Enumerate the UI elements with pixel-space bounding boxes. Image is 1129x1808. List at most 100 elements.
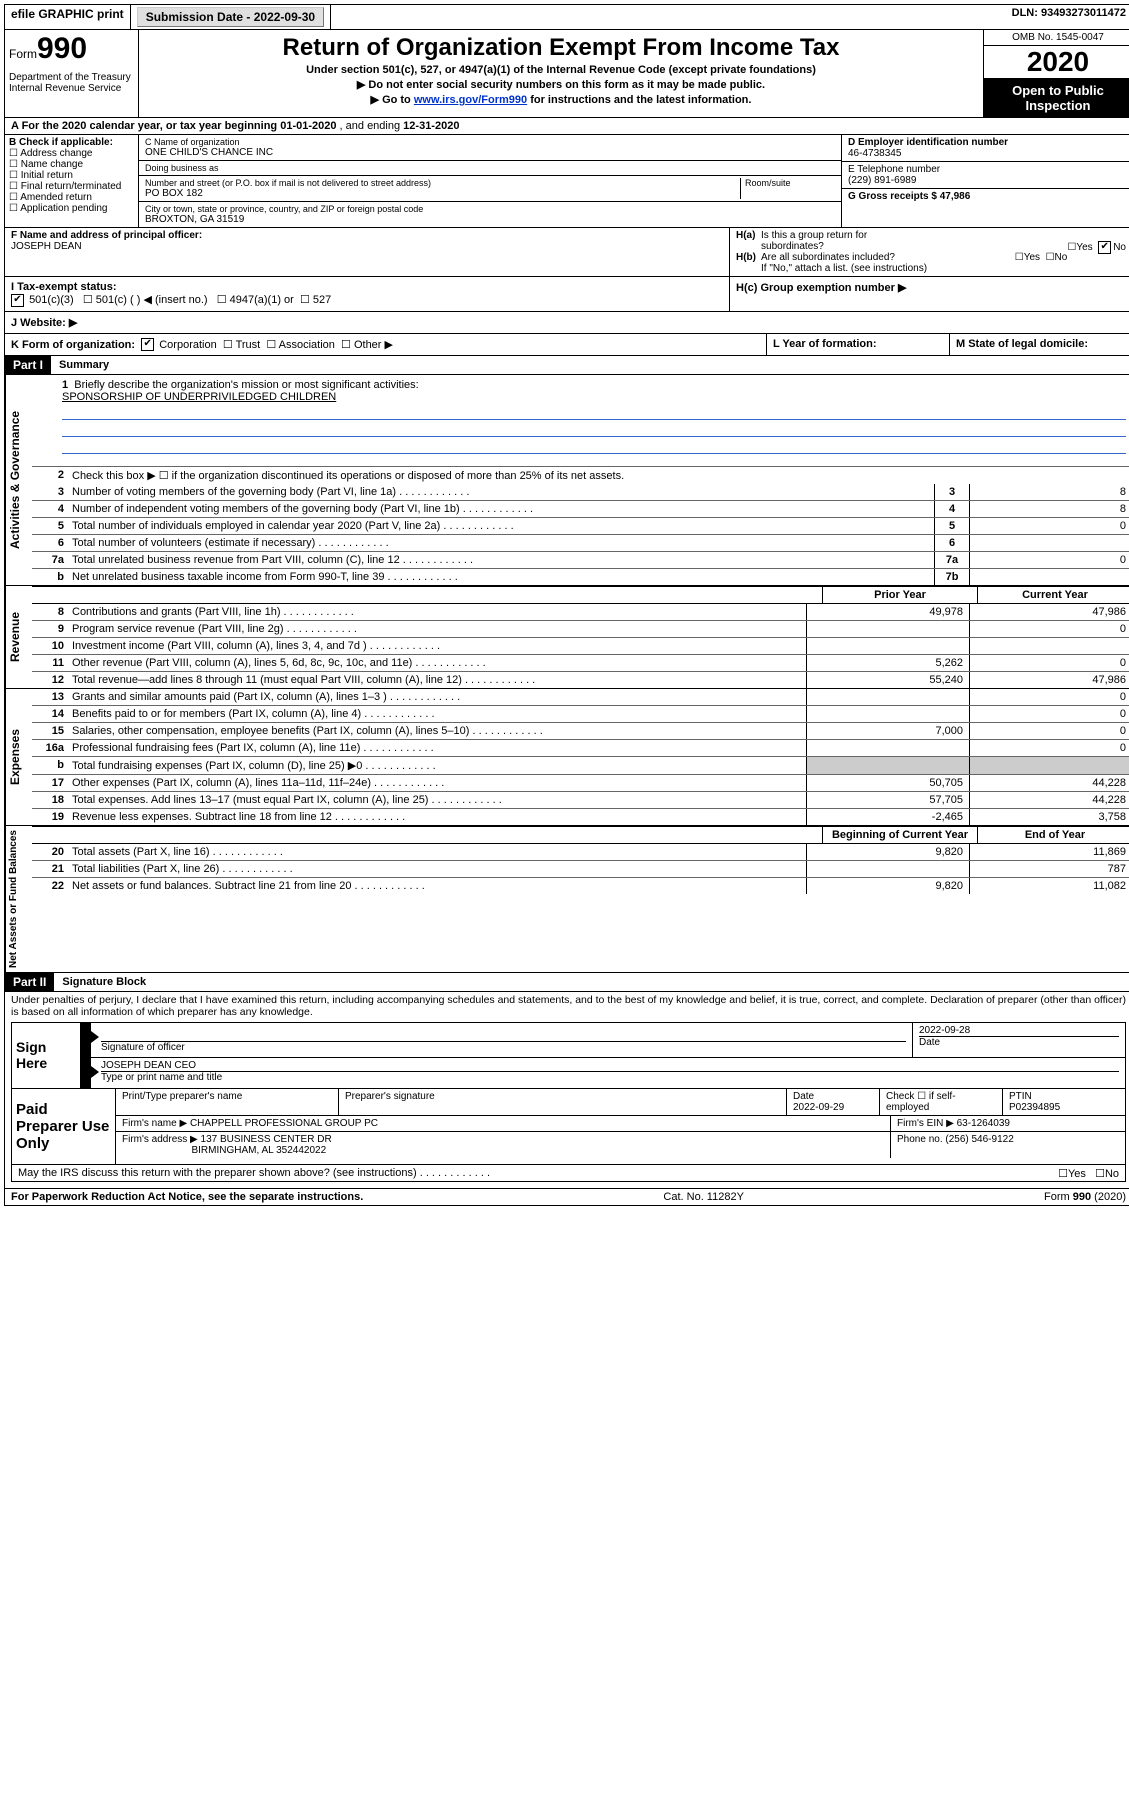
info-grid: B Check if applicable: ☐ Address change … [5,134,1129,227]
check-name[interactable]: ☐ Name change [9,159,134,170]
net-section: Net Assets or Fund Balances Beginning of… [5,825,1129,972]
ha-no-checkbox[interactable] [1098,241,1111,254]
check-final[interactable]: ☐ Final return/terminated [9,181,134,192]
line-item: 6 Total number of volunteers (estimate i… [32,534,1129,551]
open-public-badge: Open to Public Inspection [984,79,1129,117]
line-item: 4 Number of independent voting members o… [32,500,1129,517]
addr-label: Number and street (or P.O. box if mail i… [145,178,736,188]
paid-preparer-table: Paid Preparer Use Only Print/Type prepar… [11,1089,1126,1165]
501c3-checkbox[interactable] [11,294,24,307]
dept-label: Department of the Treasury Internal Reve… [9,72,134,94]
ein-label: D Employer identification number [848,137,1008,148]
sig-officer-label: Signature of officer [101,1042,185,1053]
begin-year-header: Beginning of Current Year [822,827,977,844]
check-initial[interactable]: ☐ Initial return [9,170,134,181]
header-row: Form990 Department of the Treasury Inter… [5,30,1129,117]
form-label-box: Form990 Department of the Treasury Inter… [5,30,139,117]
footer-left: For Paperwork Reduction Act Notice, see … [11,1191,363,1203]
hb-row: H(b) Are all subordinates included? ☐Yes… [736,252,1126,274]
check-address[interactable]: ☐ Address change [9,148,134,159]
line-item: 14 Benefits paid to or for members (Part… [32,705,1129,722]
footer-row: For Paperwork Reduction Act Notice, see … [5,1188,1129,1205]
room-label: Room/suite [745,178,835,188]
line-item: 17 Other expenses (Part IX, column (A), … [32,774,1129,791]
line-item: 19 Revenue less expenses. Subtract line … [32,808,1129,825]
line-item: 15 Salaries, other compensation, employe… [32,722,1129,739]
instructions-link[interactable]: www.irs.gov/Form990 [414,94,527,106]
dln-label: DLN: 93493273011472 [1006,5,1129,29]
end-year-header: End of Year [977,827,1129,844]
footer-mid: Cat. No. 11282Y [663,1191,744,1203]
footer-right: Form 990 (2020) [1044,1191,1126,1203]
sig-date: 2022-09-28 [919,1025,970,1036]
phone-value: (229) 891-6989 [848,175,916,186]
tax-year: 2020 [984,46,1129,79]
line-item: 3 Number of voting members of the govern… [32,484,1129,500]
omb-number: OMB No. 1545-0047 [984,30,1129,46]
dba-label: Doing business as [145,163,835,173]
line-item: 11 Other revenue (Part VIII, column (A),… [32,654,1129,671]
part2-header: Part II Signature Block [5,972,1129,991]
check-amended[interactable]: ☐ Amended return [9,192,134,203]
officer-name: JOSEPH DEAN [11,241,82,252]
line-item: 20 Total assets (Part X, line 16) 9,820 … [32,844,1129,860]
exp-section: Expenses 13 Grants and similar amounts p… [5,688,1129,825]
efile-label: efile GRAPHIC print [5,5,131,29]
form-title: Return of Organization Exempt From Incom… [147,34,975,62]
mission-block: 1 Briefly describe the organization's mi… [32,375,1129,466]
line-item: 22 Net assets or fund balances. Subtract… [32,877,1129,894]
col-b: B Check if applicable: ☐ Address change … [5,135,139,227]
line-item: 21 Total liabilities (Part X, line 26) 7… [32,860,1129,877]
prior-year-header: Prior Year [822,587,977,604]
title-box: Return of Organization Exempt From Incom… [139,30,983,117]
firm-addr2: BIRMINGHAM, AL 352442022 [191,1145,326,1156]
note-ssn: ▶ Do not enter social security numbers o… [147,78,975,91]
submission-cell: Submission Date - 2022-09-30 [131,5,331,29]
gross-receipts: 47,986 [940,191,971,202]
gov-section: Activities & Governance 1 Briefly descri… [5,374,1129,585]
city-label: City or town, state or province, country… [145,204,835,214]
line-item: b Total fundraising expenses (Part IX, c… [32,756,1129,774]
org-name-label: C Name of organization [145,137,835,147]
line-item: 7a Total unrelated business revenue from… [32,551,1129,568]
topbar: efile GRAPHIC print Submission Date - 20… [4,4,1129,30]
sig-arrow-icon [81,1058,91,1088]
k-row: K Form of organization: Corporation ☐ Tr… [5,333,1129,356]
ha-row: H(a) Is this a group return for subordin… [736,230,1126,252]
officer-label: F Name and address of principal officer: [11,230,202,241]
ein-value: 46-4738345 [848,148,901,159]
net-tab: Net Assets or Fund Balances [5,826,32,972]
col-c: C Name of organization ONE CHILD'S CHANC… [139,135,841,227]
sig-section: Under penalties of perjury, I declare th… [5,991,1129,1188]
form-frame: Form990 Department of the Treasury Inter… [4,30,1129,1206]
f-h-row: F Name and address of principal officer:… [5,227,1129,276]
l-year: L Year of formation: [766,334,949,356]
firm-addr1: 137 BUSINESS CENTER DR [201,1134,332,1145]
paid-label: Paid Preparer Use Only [12,1089,116,1164]
rev-tab: Revenue [5,586,32,688]
addr-value: PO BOX 182 [145,188,736,199]
exp-tab: Expenses [5,689,32,825]
period-row: A For the 2020 calendar year, or tax yea… [5,117,1129,134]
prep-date: 2022-09-29 [793,1102,844,1113]
declaration-text: Under penalties of perjury, I declare th… [11,994,1126,1018]
hc-label: H(c) Group exemption number ▶ [736,282,906,294]
firm-phone: (256) 546-9122 [945,1134,1013,1145]
note-link: ▶ Go to www.irs.gov/Form990 for instruct… [147,93,975,106]
sign-here-label: Sign Here [12,1023,81,1088]
line-item: 9 Program service revenue (Part VIII, li… [32,620,1129,637]
check-pending[interactable]: ☐ Application pending [9,203,134,214]
org-name: ONE CHILD'S CHANCE INC [145,147,835,158]
line-item: 8 Contributions and grants (Part VIII, l… [32,604,1129,620]
submission-button[interactable]: Submission Date - 2022-09-30 [137,7,324,27]
corp-checkbox[interactable] [141,338,154,351]
line-item: 13 Grants and similar amounts paid (Part… [32,689,1129,705]
line-item: b Net unrelated business taxable income … [32,568,1129,585]
sig-arrow-icon [81,1023,91,1057]
line-item: 16a Professional fundraising fees (Part … [32,739,1129,756]
current-year-header: Current Year [977,587,1129,604]
line-item: 10 Investment income (Part VIII, column … [32,637,1129,654]
col-d: D Employer identification number 46-4738… [841,135,1129,227]
discuss-row: May the IRS discuss this return with the… [11,1165,1126,1182]
status-row: I Tax-exempt status: 501(c)(3) ☐ 501(c) … [5,276,1129,311]
